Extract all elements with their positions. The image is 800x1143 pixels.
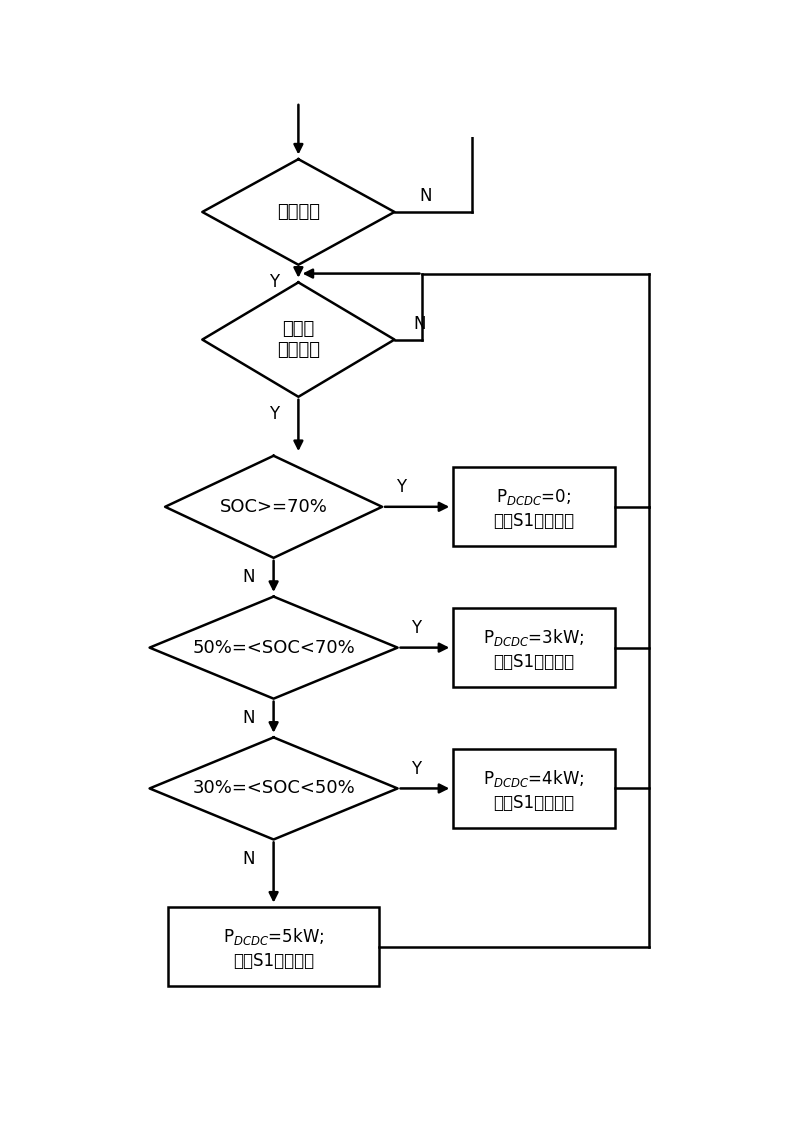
- Text: 断开S1及电磁阀: 断开S1及电磁阀: [494, 512, 574, 530]
- Text: N: N: [242, 850, 255, 868]
- Bar: [168, 908, 379, 986]
- Text: Y: Y: [411, 620, 422, 638]
- Text: Y: Y: [411, 760, 422, 778]
- Text: 点火正常: 点火正常: [277, 203, 320, 221]
- Text: P$_{DCDC}$=5kW;: P$_{DCDC}$=5kW;: [223, 926, 324, 948]
- Bar: [454, 608, 614, 687]
- Text: 闭合S1及电磁阀: 闭合S1及电磁阀: [494, 653, 574, 671]
- Bar: [454, 749, 614, 828]
- Text: P$_{DCDC}$=3kW;: P$_{DCDC}$=3kW;: [483, 626, 585, 648]
- Text: P$_{DCDC}$=0;: P$_{DCDC}$=0;: [497, 487, 571, 506]
- Text: 30%=<SOC<50%: 30%=<SOC<50%: [192, 780, 355, 798]
- Text: Y: Y: [396, 479, 406, 496]
- Text: Y: Y: [269, 406, 278, 423]
- Text: N: N: [419, 187, 432, 205]
- Text: N: N: [242, 709, 255, 727]
- Text: 各部件
状态正常: 各部件 状态正常: [277, 320, 320, 359]
- Text: 闭合S1及电磁阀: 闭合S1及电磁阀: [494, 793, 574, 812]
- Text: SOC>=70%: SOC>=70%: [220, 498, 327, 515]
- Text: 闭合S1及电磁阀: 闭合S1及电磁阀: [233, 952, 314, 970]
- Text: P$_{DCDC}$=4kW;: P$_{DCDC}$=4kW;: [483, 768, 585, 789]
- Text: N: N: [413, 314, 426, 333]
- Bar: [454, 467, 614, 546]
- Text: 50%=<SOC<70%: 50%=<SOC<70%: [192, 639, 355, 656]
- Text: N: N: [242, 568, 255, 586]
- Text: Y: Y: [269, 273, 278, 291]
